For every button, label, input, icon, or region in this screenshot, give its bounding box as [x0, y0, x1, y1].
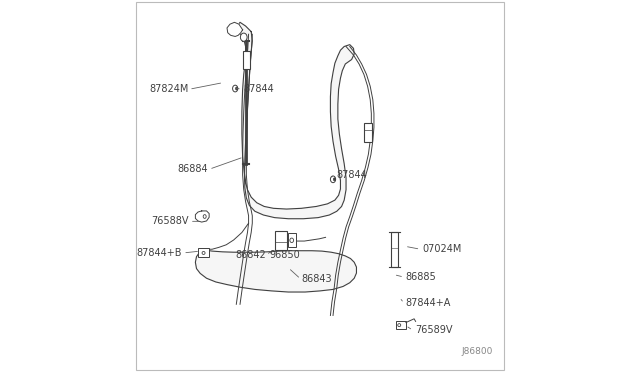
Text: 86842: 86842: [236, 250, 266, 260]
Bar: [364, 123, 372, 142]
Text: 86885: 86885: [406, 272, 436, 282]
Polygon shape: [195, 211, 209, 222]
Text: 96850: 96850: [270, 250, 301, 260]
Text: 86884: 86884: [178, 164, 209, 174]
Ellipse shape: [236, 87, 238, 90]
Text: 07024M: 07024M: [422, 244, 461, 254]
Ellipse shape: [290, 238, 294, 243]
Ellipse shape: [241, 33, 247, 41]
Text: 76588V: 76588V: [152, 217, 189, 226]
Text: 87844+A: 87844+A: [406, 298, 451, 308]
Bar: [243, 51, 250, 69]
Bar: [396, 321, 406, 329]
Bar: [275, 231, 287, 250]
Ellipse shape: [203, 215, 206, 218]
Bar: [392, 232, 398, 267]
Bar: [198, 248, 209, 257]
Polygon shape: [195, 249, 356, 292]
Ellipse shape: [202, 251, 205, 254]
Text: 86843: 86843: [301, 274, 332, 284]
Text: 76589V: 76589V: [415, 326, 452, 335]
Ellipse shape: [330, 176, 335, 183]
Text: 87844: 87844: [244, 84, 275, 94]
Polygon shape: [237, 22, 354, 219]
Text: 87824M: 87824M: [150, 84, 189, 94]
Text: 87844: 87844: [337, 170, 367, 180]
Ellipse shape: [397, 324, 401, 327]
Ellipse shape: [333, 178, 335, 181]
Polygon shape: [227, 22, 243, 36]
Text: J86800: J86800: [461, 347, 493, 356]
Ellipse shape: [232, 85, 238, 92]
Bar: [287, 233, 296, 247]
Text: 87844+B: 87844+B: [137, 248, 182, 258]
